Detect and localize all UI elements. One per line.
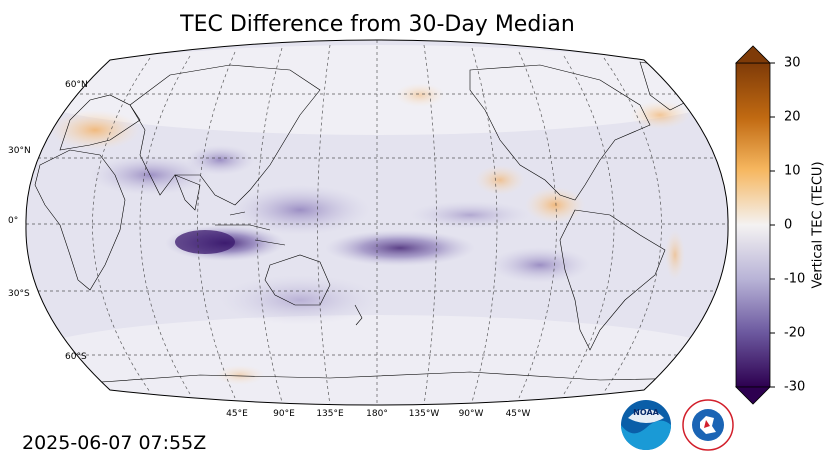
- colorbar-tick-neg10: -10: [784, 271, 806, 287]
- tec-field: [25, 40, 729, 405]
- lon-label-135e: 135°E: [316, 409, 344, 419]
- colorbar-extend-low: [735, 386, 771, 405]
- svg-text:NOAA: NOAA: [633, 408, 659, 417]
- nws-logo: [682, 399, 734, 451]
- colorbar-tick-20: 20: [784, 109, 801, 125]
- lat-label-0: 0°: [8, 216, 19, 226]
- colorbar-tick-0: 0: [784, 217, 793, 233]
- colorbar-extend-high: [735, 45, 771, 64]
- noaa-logo: NOAA: [621, 400, 671, 450]
- colorbar-fill: [735, 62, 771, 388]
- lon-label-45w: 45°W: [505, 409, 531, 419]
- colorbar-tick-neg30: -30: [784, 379, 806, 395]
- timestamp: 2025-06-07 07:55Z: [22, 432, 207, 454]
- colorbar-tick-10: 10: [784, 163, 801, 179]
- lat-label-60n: 60°N: [65, 80, 88, 90]
- lat-label-30s: 30°S: [8, 289, 30, 299]
- lon-label-90e: 90°E: [273, 409, 295, 419]
- lon-label-90w: 90°W: [458, 409, 484, 419]
- lat-label-30n: 30°N: [8, 146, 31, 156]
- chart-title: TEC Difference from 30-Day Median: [180, 12, 575, 37]
- lon-label-45e: 45°E: [226, 409, 248, 419]
- colorbar-tick-neg20: -20: [784, 325, 806, 341]
- lat-label-60s: 60°S: [65, 352, 87, 362]
- graticule: [25, 40, 729, 405]
- lon-label-135w: 135°W: [408, 409, 440, 419]
- colorbar: [735, 45, 775, 405]
- colorbar-tick-30: 30: [784, 55, 801, 71]
- lon-label-180: 180°: [366, 409, 388, 419]
- colorbar-label: Vertical TEC (TECU): [810, 161, 826, 289]
- globe-outline: [25, 39, 729, 406]
